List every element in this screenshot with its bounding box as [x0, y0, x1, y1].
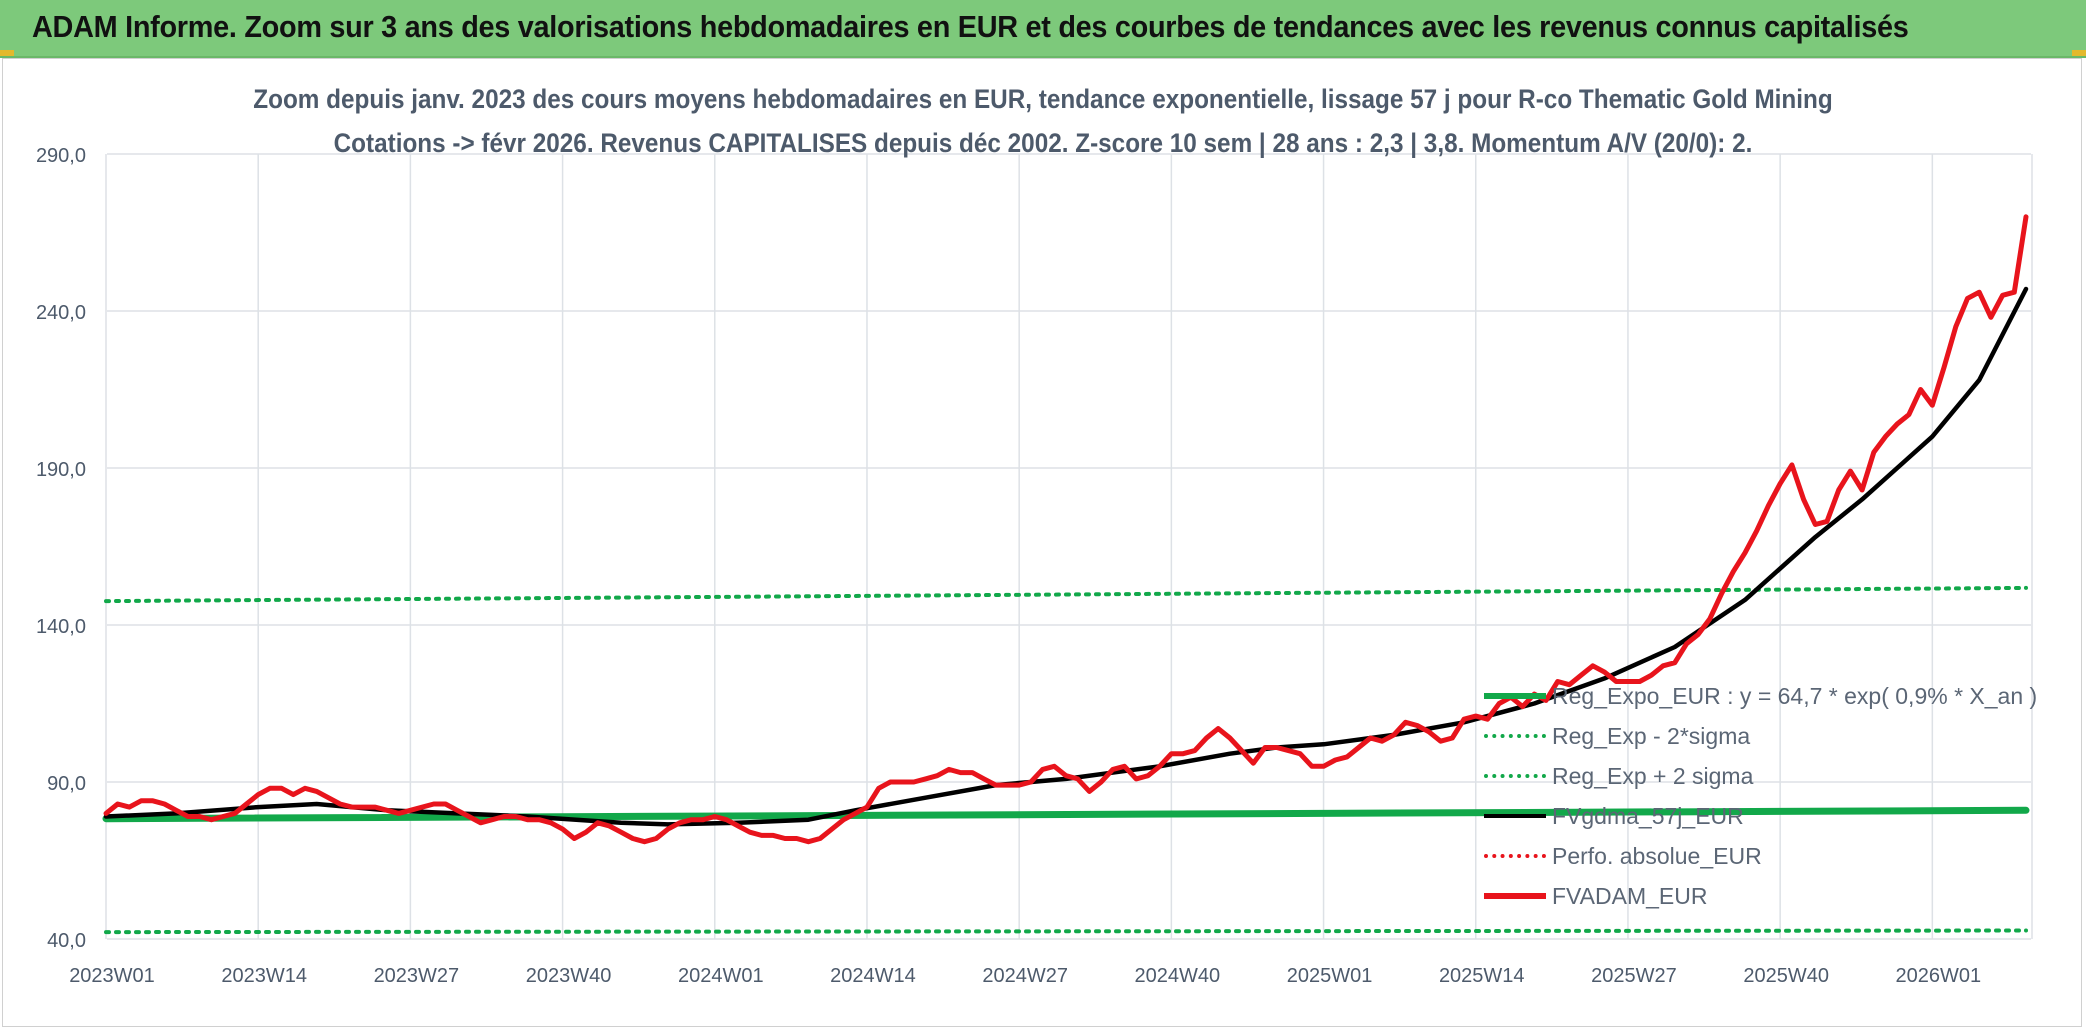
legend-label: Reg_Exp + 2 sigma — [1552, 762, 1754, 789]
x-tick-label: 2026W01 — [1896, 965, 1982, 987]
series-reg-expo-eur — [102, 806, 2030, 823]
legend-label: FVgdma_57j_EUR — [1552, 802, 1744, 829]
y-tick-label: 140,0 — [36, 616, 86, 638]
report-title: ADAM Informe. Zoom sur 3 ans des valoris… — [32, 9, 1909, 44]
x-tick-label: 2023W14 — [221, 965, 307, 987]
legend-swatch — [1484, 693, 1546, 699]
header-banner: ADAM Informe. Zoom sur 3 ans des valoris… — [0, 0, 2086, 58]
legend-swatch — [1484, 893, 1546, 899]
legend-swatch — [1484, 814, 1546, 818]
x-tick-label: 2025W27 — [1591, 965, 1677, 987]
legend-swatch — [1484, 774, 1546, 778]
legend-item: Reg_Exp - 2*sigma — [1484, 716, 2037, 756]
x-tick-label: 2023W27 — [374, 965, 460, 987]
legend-item: Reg_Exp + 2 sigma — [1484, 756, 2037, 796]
series-reg-exp-2-sigma — [104, 585, 2028, 604]
legend-label: Reg_Exp - 2*sigma — [1552, 722, 1751, 749]
y-tick-label: 190,0 — [36, 459, 86, 481]
x-tick-label: 2023W40 — [526, 965, 612, 987]
legend-swatch — [1484, 734, 1546, 738]
chart-title-line2: Cotations -> févr 2026. Revenus CAPITALI… — [333, 128, 1753, 158]
x-tick-label: 2025W01 — [1287, 965, 1373, 987]
legend-item: FVgdma_57j_EUR — [1484, 796, 2037, 836]
corner-marker-left — [0, 50, 14, 56]
legend-label: Reg_Expo_EUR : y = 64,7 * exp( 0,9% * X_… — [1552, 682, 2038, 709]
x-tick-label: 2024W40 — [1135, 965, 1221, 987]
y-tick-label: 90,0 — [47, 773, 86, 795]
series-fvadam-eur — [103, 214, 2029, 845]
chart-frame — [2, 58, 2082, 1027]
legend-item: Reg_Expo_EUR : y = 64,7 * exp( 0,9% * X_… — [1484, 676, 2037, 716]
y-tick-label: 290,0 — [36, 145, 86, 167]
y-tick-label: 40,0 — [47, 930, 86, 952]
series-reg-exp-2-sigma — [104, 928, 2028, 935]
x-tick-label: 2023W01 — [69, 965, 155, 987]
x-tick-label: 2024W27 — [982, 965, 1068, 987]
y-tick-label: 240,0 — [36, 302, 86, 324]
x-tick-label: 2024W01 — [678, 965, 764, 987]
legend-item: Perfo. absolue_EUR — [1484, 836, 2037, 876]
x-tick-label: 2024W14 — [830, 965, 916, 987]
legend-label: FVADAM_EUR — [1552, 882, 1708, 909]
legend-swatch — [1484, 854, 1546, 858]
x-tick-label: 2025W14 — [1439, 965, 1525, 987]
legend-item: FVADAM_EUR — [1484, 876, 2037, 916]
corner-marker-right — [2072, 50, 2086, 56]
chart-legend: Reg_Expo_EUR : y = 64,7 * exp( 0,9% * X_… — [1484, 676, 2037, 916]
x-tick-label: 2025W40 — [1743, 965, 1829, 987]
chart-title-line1: Zoom depuis janv. 2023 des cours moyens … — [253, 84, 1833, 114]
legend-label: Perfo. absolue_EUR — [1552, 842, 1762, 869]
